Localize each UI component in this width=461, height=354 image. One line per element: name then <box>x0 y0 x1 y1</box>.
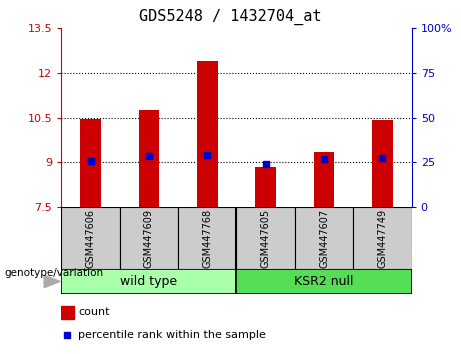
Polygon shape <box>44 275 60 287</box>
Text: GSM447749: GSM447749 <box>378 209 388 268</box>
Bar <box>61 306 74 319</box>
Bar <box>295 207 353 269</box>
Bar <box>236 269 412 294</box>
Bar <box>197 61 218 207</box>
Text: GSM447606: GSM447606 <box>85 209 95 268</box>
Bar <box>372 120 393 207</box>
Bar <box>139 110 159 207</box>
Text: GSM447768: GSM447768 <box>202 209 213 268</box>
Bar <box>61 269 236 294</box>
Bar <box>80 119 100 207</box>
Text: KSR2 null: KSR2 null <box>294 275 354 288</box>
Bar <box>178 207 236 269</box>
Text: GDS5248 / 1432704_at: GDS5248 / 1432704_at <box>139 9 322 25</box>
Bar <box>120 207 178 269</box>
Bar <box>314 152 334 207</box>
Bar <box>255 167 276 207</box>
Bar <box>236 207 295 269</box>
Text: GSM447605: GSM447605 <box>260 209 271 268</box>
Text: GSM447609: GSM447609 <box>144 209 154 268</box>
Text: genotype/variation: genotype/variation <box>5 268 104 278</box>
Bar <box>61 207 120 269</box>
Text: GSM447607: GSM447607 <box>319 209 329 268</box>
Text: wild type: wild type <box>120 275 177 288</box>
Text: count: count <box>78 307 110 318</box>
Text: percentile rank within the sample: percentile rank within the sample <box>78 330 266 341</box>
Bar <box>353 207 412 269</box>
